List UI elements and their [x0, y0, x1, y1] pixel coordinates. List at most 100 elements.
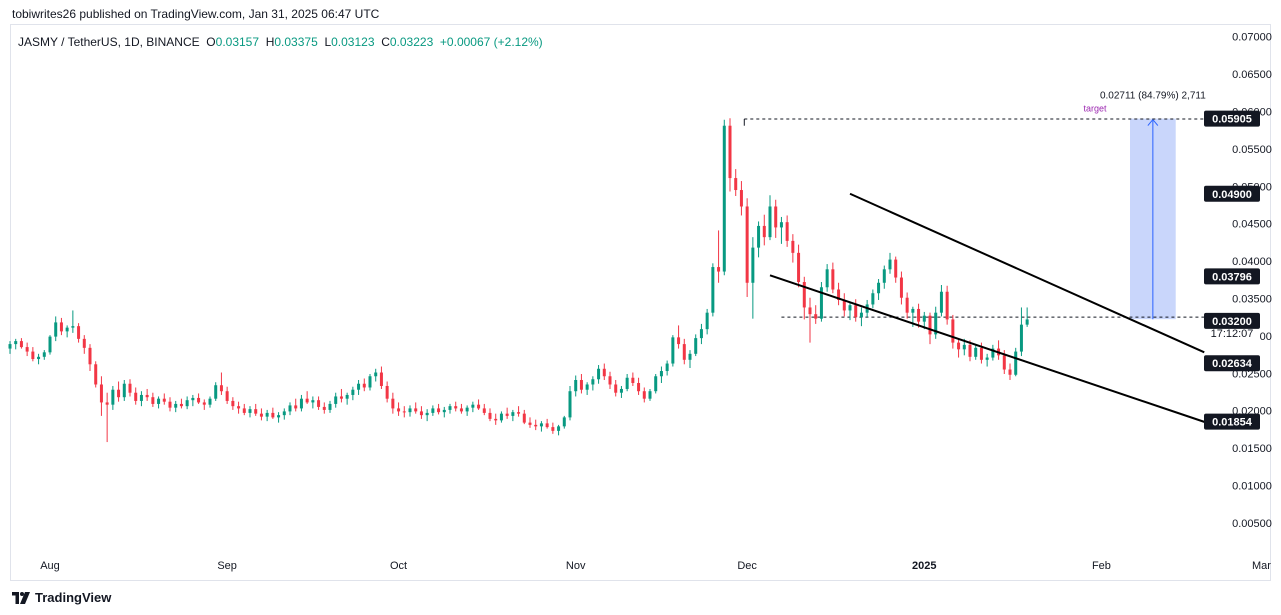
candle-body — [71, 326, 75, 328]
x-tick-label: Sep — [217, 560, 237, 572]
candle-body — [585, 384, 589, 390]
candle-body — [488, 412, 492, 419]
candle-body — [511, 412, 515, 416]
candle-body — [814, 314, 818, 319]
candle-body — [328, 403, 332, 410]
candle-body — [648, 391, 652, 399]
candle-body — [82, 338, 86, 348]
candle-body — [899, 277, 903, 298]
candle-body — [791, 240, 795, 253]
candle-body — [699, 329, 703, 339]
candle-body — [368, 376, 372, 388]
candle-body — [751, 247, 755, 283]
candle-body — [991, 348, 995, 358]
candle-body — [934, 312, 938, 335]
candle-body — [442, 409, 446, 413]
candle-body — [517, 412, 521, 414]
candle-body — [659, 371, 663, 377]
candle-body — [717, 267, 721, 272]
candle-body — [128, 383, 132, 393]
candle-body — [311, 400, 315, 403]
candle-body — [602, 368, 606, 377]
candle-body — [248, 409, 252, 413]
high-label: H — [265, 35, 275, 49]
candle-body — [779, 222, 783, 228]
price-label-box — [1204, 355, 1260, 372]
candle-body — [848, 305, 852, 311]
candle-body — [191, 397, 195, 401]
candle-body — [379, 372, 383, 386]
candle-body — [254, 409, 258, 414]
y-tick-label: 0.01500 — [1232, 443, 1272, 455]
chart-frame — [10, 24, 1271, 581]
candle-body — [534, 424, 538, 427]
y-tick-label: 0.06500 — [1232, 69, 1272, 81]
countdown-text: 17:12:07 — [1211, 328, 1254, 340]
candle-body — [134, 392, 138, 401]
candle-body — [625, 377, 629, 389]
candle-body — [637, 382, 641, 392]
price-label-box — [1204, 268, 1260, 285]
candle-body — [568, 391, 572, 418]
candle-body — [402, 411, 406, 413]
x-tick-label: Aug — [40, 560, 60, 572]
candle-body — [557, 426, 561, 431]
candle-body — [431, 408, 435, 413]
candle-body — [265, 412, 269, 417]
low-value: 0.03123 — [331, 35, 375, 49]
candle-body — [905, 297, 909, 313]
candle-body — [1002, 355, 1006, 370]
candle-body — [688, 353, 692, 360]
candle-body — [197, 397, 201, 403]
candle-body — [539, 423, 543, 427]
target-measure-text: 0.02711 (84.79%) 2,711 — [1100, 91, 1206, 102]
candle-body — [739, 190, 743, 207]
x-tick-label: Dec — [737, 560, 757, 572]
candle-body — [151, 397, 155, 404]
candle-body — [877, 282, 881, 294]
candle-body — [397, 408, 401, 412]
candle-body — [545, 423, 549, 428]
candle-body — [888, 259, 892, 270]
candle-body — [797, 252, 801, 283]
candle-body — [168, 401, 172, 408]
candle-body — [1019, 324, 1023, 352]
candle-body — [859, 312, 863, 318]
wedge-upper-line — [849, 192, 1205, 354]
candle-body — [631, 377, 635, 383]
y-tick-label: 0.02500 — [1232, 368, 1272, 380]
price-label-text: 0.01854 — [1212, 417, 1253, 429]
candle-body — [682, 344, 686, 360]
target-arrow-head — [1147, 118, 1159, 126]
candle-body — [654, 376, 658, 392]
candle-body — [768, 206, 772, 238]
candle-body — [294, 405, 298, 409]
candle-body — [665, 363, 669, 372]
candle-body — [1014, 351, 1018, 375]
candle-body — [825, 269, 829, 288]
candle-body — [42, 352, 46, 357]
candle-body — [317, 400, 321, 407]
symbol-name[interactable]: JASMY / TetherUS, 1D, BINANCE — [18, 35, 200, 49]
candle-body — [985, 357, 989, 360]
candle-body — [608, 376, 612, 385]
open-value: 0.03157 — [215, 35, 260, 49]
candle-body — [854, 305, 858, 318]
candle-body — [671, 337, 675, 364]
candle-body — [831, 269, 835, 290]
price-label-box — [1204, 185, 1260, 202]
close-label: C — [381, 35, 390, 49]
candle-body — [277, 415, 281, 418]
candle-body — [614, 384, 618, 393]
candle-body — [237, 406, 241, 409]
candle-body — [642, 391, 646, 399]
candle-body — [482, 408, 486, 413]
candle-body — [339, 396, 343, 399]
y-tick-label: 0.03500 — [1232, 293, 1272, 305]
candle-body — [619, 388, 623, 393]
tradingview-brand[interactable]: TradingView — [12, 590, 111, 605]
candle-body — [459, 408, 463, 412]
candle-body — [139, 394, 143, 401]
candle-body — [465, 407, 469, 412]
